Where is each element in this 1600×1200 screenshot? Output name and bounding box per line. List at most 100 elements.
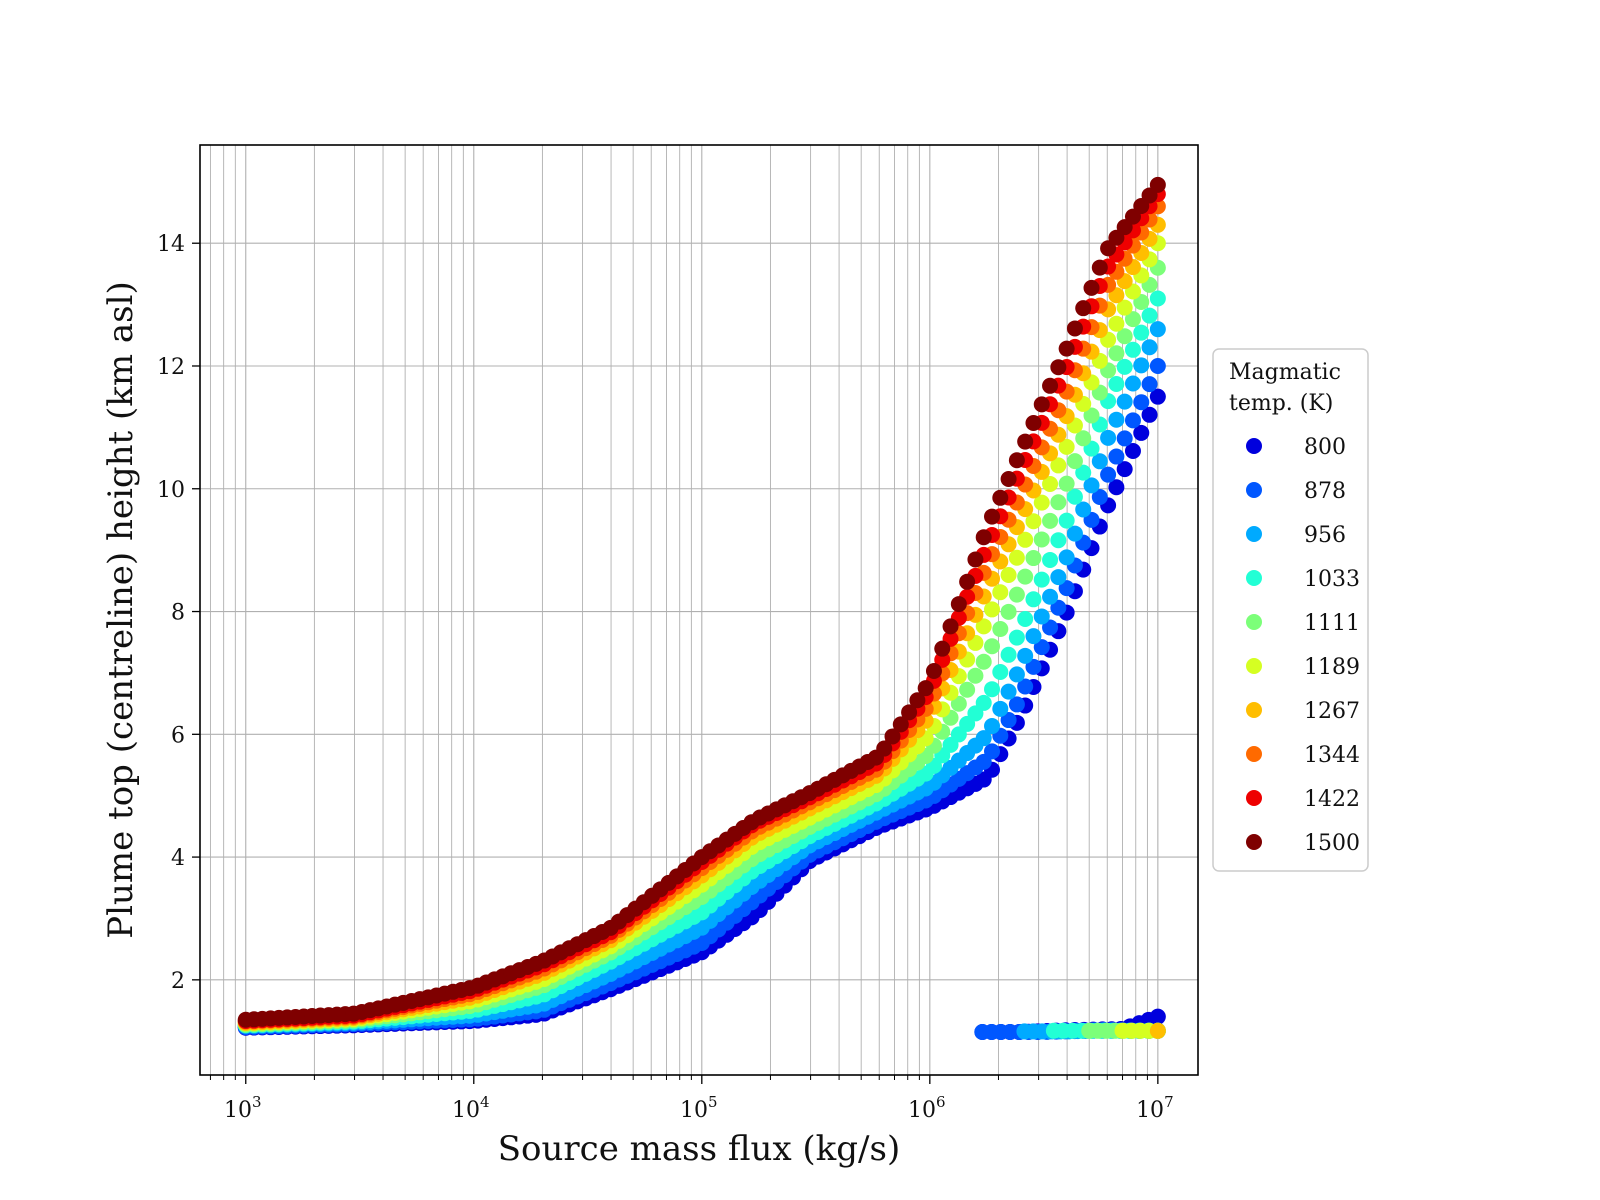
- legend-marker-1111: [1246, 614, 1262, 630]
- point-1111-96: [1033, 531, 1050, 548]
- point-1189-96: [1033, 494, 1050, 511]
- point-1500-101: [1075, 300, 1092, 317]
- y-tick-label-1: 4: [171, 846, 185, 871]
- point-1033-90: [984, 681, 1001, 698]
- point-1111-88: [967, 667, 984, 684]
- legend-label-800: 800: [1304, 435, 1346, 460]
- point-1189-93: [1008, 549, 1025, 566]
- point-1111-102: [1083, 407, 1100, 424]
- point-1033-105: [1108, 375, 1125, 392]
- point-1500-102: [1083, 279, 1100, 296]
- legend-marker-1422: [1246, 790, 1262, 806]
- y-tick-label-2: 6: [171, 723, 185, 748]
- point-1111-90: [984, 638, 1001, 655]
- point-1500-91: [992, 489, 1009, 506]
- point-800-108: [1133, 424, 1150, 441]
- point-1500-87: [959, 573, 976, 590]
- point-1111-95: [1025, 550, 1042, 567]
- point-956-91: [992, 700, 1009, 717]
- point-956-94: [1017, 647, 1034, 664]
- point-1189-92: [1000, 566, 1017, 583]
- point-1111-99: [1058, 475, 1075, 492]
- point-1189-95: [1025, 513, 1042, 530]
- legend-label-1111: 1111: [1304, 611, 1360, 636]
- point-1189-97: [1042, 476, 1059, 493]
- point-1033-110: [1149, 290, 1166, 307]
- y-tick-label-3: 8: [171, 601, 185, 626]
- point-956-104: [1100, 429, 1117, 446]
- x-tick-label-2: 105: [680, 1093, 718, 1123]
- point-956-92: [1000, 683, 1017, 700]
- point-1500-90: [984, 508, 1001, 525]
- legend-label-878: 878: [1304, 479, 1346, 504]
- point-1033-89: [975, 694, 992, 711]
- point-956-89: [975, 730, 992, 747]
- point-1500-103: [1091, 259, 1108, 276]
- point-956-107: [1124, 375, 1141, 392]
- legend-marker-1344: [1246, 746, 1262, 762]
- legend-marker-1189: [1246, 658, 1262, 674]
- point-1500-86: [950, 596, 967, 613]
- point-878-97: [1042, 619, 1059, 636]
- point-1033-97: [1042, 551, 1059, 568]
- legend-label-1344: 1344: [1304, 743, 1360, 768]
- point-1500-89: [975, 529, 992, 546]
- point-1500-83: [925, 662, 942, 679]
- point-1500-79: [892, 716, 909, 733]
- point-1033-109: [1141, 307, 1158, 324]
- point-800-109: [1141, 406, 1158, 423]
- point-1422-84: [934, 651, 951, 668]
- point-878-105: [1108, 448, 1125, 465]
- point-956-105: [1108, 411, 1125, 428]
- point-1500-82: [917, 680, 934, 697]
- x-axis-label: Source mass flux (kg/s): [498, 1129, 900, 1169]
- point-1500-96: [1033, 396, 1050, 413]
- point-1033-98: [1050, 532, 1067, 549]
- point-878-110: [1149, 357, 1166, 374]
- x-tick-label-3: 106: [908, 1093, 946, 1123]
- point-956-93: [1008, 666, 1025, 683]
- point-956-109: [1141, 339, 1158, 356]
- point-878-107: [1124, 412, 1141, 429]
- point-1500-78: [884, 728, 901, 745]
- point-1111-87: [959, 681, 976, 698]
- point-878-106: [1116, 430, 1133, 447]
- point-1033-91: [992, 664, 1009, 681]
- point-878-109: [1141, 376, 1158, 393]
- point-878-90: [984, 743, 1001, 760]
- x-tick-label-4: 107: [1136, 1093, 1174, 1123]
- point-1189-99: [1058, 438, 1075, 455]
- legend-marker-956: [1246, 526, 1262, 542]
- point-1111-98: [1050, 494, 1067, 511]
- scatter-points: [237, 176, 1166, 1041]
- point-1111-94: [1017, 568, 1034, 585]
- point-956-96: [1033, 608, 1050, 625]
- point-1500-95: [1025, 414, 1042, 431]
- series-1500: [237, 176, 1166, 1028]
- point-878-96: [1033, 639, 1050, 656]
- x-axis-ticks: 103 104 105 106 107: [209, 1075, 1174, 1123]
- point-878-94: [1017, 678, 1034, 695]
- plot-area-frame: [199, 144, 1199, 1076]
- lower-point-1267-0: [1149, 1022, 1166, 1039]
- point-1033-100: [1066, 488, 1083, 505]
- point-1189-89: [975, 618, 992, 635]
- point-1500-77: [876, 740, 893, 757]
- y-axis-label: Plume top (centreline) height (km asl): [101, 281, 141, 939]
- point-1111-107: [1124, 311, 1141, 328]
- point-956-97: [1042, 588, 1059, 605]
- legend-label-1500: 1500: [1304, 831, 1360, 856]
- legend-title-line-2: temp. (K): [1229, 391, 1333, 416]
- point-1189-94: [1017, 531, 1034, 548]
- point-800-106: [1116, 461, 1133, 478]
- point-878-98: [1050, 599, 1067, 616]
- point-878-104: [1100, 466, 1117, 483]
- point-878-95: [1025, 658, 1042, 675]
- point-1500-81: [909, 692, 926, 709]
- point-956-100: [1066, 525, 1083, 542]
- point-1189-90: [984, 601, 1001, 618]
- y-tick-label-4: 10: [157, 478, 185, 503]
- point-1500-85: [942, 618, 959, 635]
- legend-box: [1212, 348, 1369, 872]
